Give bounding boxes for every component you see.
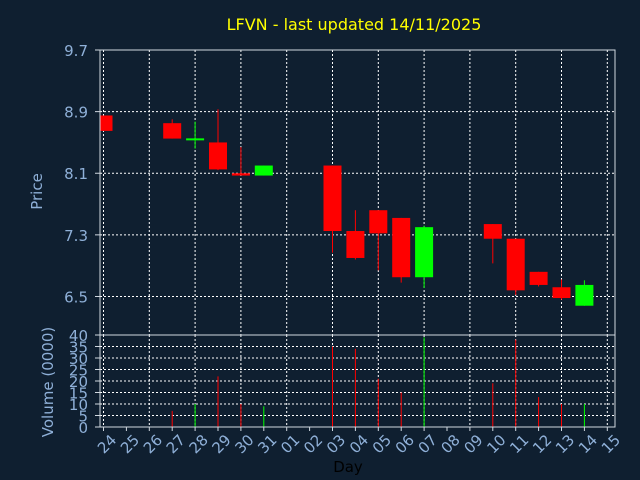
volume-tick-label: 25: [69, 362, 88, 380]
candle-24: [100, 115, 113, 131]
volume-bars: [171, 337, 585, 427]
candles: [100, 109, 594, 306]
price-panel: 9.7 8.9 8.1 7.3 6.5: [64, 42, 616, 336]
candle-body: [163, 123, 182, 139]
price-tick-label: 7.3: [64, 227, 88, 245]
candle-13: [552, 279, 571, 300]
candle-27: [163, 119, 182, 139]
candle-06: [392, 217, 411, 283]
candle-body: [100, 115, 113, 131]
volume-tick-label: 15: [69, 385, 88, 403]
candle-body: [231, 173, 250, 176]
price-tick-label: 8.9: [64, 104, 88, 122]
candle-body: [552, 287, 571, 299]
volume-tick-label: 10: [69, 396, 88, 414]
candle-body: [209, 142, 227, 170]
candle-body: [369, 210, 388, 234]
volume-tick-label: 5: [78, 408, 88, 426]
candle-28: [186, 121, 205, 149]
price-y-ticks: 9.7 8.9 8.1 7.3 6.5: [64, 42, 100, 306]
volume-axis-label: Volume (0000): [39, 327, 57, 437]
candle-body: [186, 138, 205, 141]
candle-body: [483, 224, 502, 239]
candle-body: [323, 165, 342, 232]
volume-tick-label: 40: [69, 327, 88, 345]
candle-body: [392, 217, 411, 278]
price-axis-label: Price: [28, 173, 46, 210]
volume-tick-label: 20: [69, 373, 88, 391]
volume-tick-label: 35: [69, 339, 88, 357]
volume-tick-label: 30: [69, 350, 88, 368]
price-tick-label: 6.5: [64, 288, 88, 306]
candle-11: [506, 238, 525, 295]
candle-14: [575, 280, 594, 306]
candle-body: [346, 231, 365, 258]
candle-body: [529, 271, 548, 285]
chart-title: LFVN - last updated 14/11/2025: [227, 15, 482, 34]
candle-31: [254, 165, 273, 176]
candle-04: [346, 210, 365, 260]
candle-03: [323, 165, 342, 253]
price-tick-label: 9.7: [64, 42, 88, 60]
candle-30: [231, 147, 250, 176]
volume-tick-label: 0: [78, 419, 88, 437]
candle-body: [415, 227, 434, 278]
candle-05: [369, 210, 388, 271]
price-tick-label: 8.1: [64, 165, 88, 183]
candle-body: [254, 165, 273, 176]
volume-panel-frame: [99, 334, 616, 428]
candle-body: [506, 238, 525, 291]
candle-29: [209, 109, 227, 171]
candle-body: [575, 284, 594, 306]
x-axis-label: Day: [333, 458, 363, 476]
candle-10: [483, 224, 502, 264]
candle-12: [529, 271, 548, 287]
candle-07: [415, 225, 434, 289]
